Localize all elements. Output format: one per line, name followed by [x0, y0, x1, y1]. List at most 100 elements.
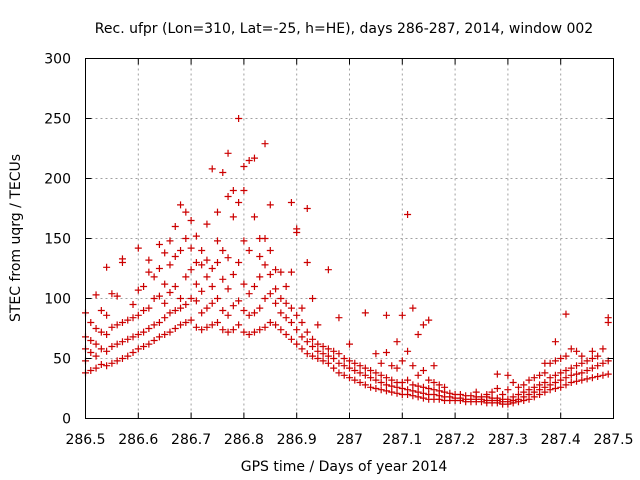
data-point — [256, 273, 264, 281]
data-point — [219, 169, 227, 176]
data-point — [208, 299, 216, 307]
axis-ticks — [85, 58, 614, 419]
data-point — [520, 388, 528, 396]
data-point — [182, 273, 190, 281]
data-point — [419, 367, 427, 374]
data-point — [240, 307, 248, 314]
data-point — [435, 387, 443, 395]
data-point — [155, 333, 163, 341]
data-point — [250, 154, 258, 162]
data-point — [404, 376, 412, 384]
y-axis-label: STEC from uqrg / TECUs — [8, 154, 24, 322]
data-point — [87, 319, 95, 326]
data-point — [235, 297, 243, 305]
data-point — [219, 307, 227, 314]
data-point — [377, 371, 385, 379]
data-point — [398, 357, 406, 365]
data-point — [419, 383, 427, 391]
data-point — [266, 319, 274, 326]
data-point — [367, 374, 375, 382]
data-point — [171, 325, 179, 332]
data-point — [356, 379, 364, 386]
x-tick-label: 287.2 — [435, 432, 475, 448]
data-point — [166, 237, 174, 245]
data-point — [324, 345, 332, 353]
data-point — [372, 350, 380, 358]
data-point — [530, 383, 538, 391]
data-point — [219, 247, 227, 254]
data-point — [509, 379, 517, 386]
data-point — [108, 343, 116, 350]
data-point — [425, 376, 433, 384]
data-point — [198, 287, 206, 295]
data-point — [161, 314, 169, 322]
data-point — [604, 370, 612, 378]
data-point — [525, 376, 533, 384]
data-point — [214, 319, 221, 326]
data-point — [346, 340, 353, 348]
data-point — [145, 268, 153, 276]
data-point — [256, 304, 264, 312]
data-point — [235, 259, 243, 266]
data-point — [324, 359, 332, 367]
x-tick-label: 286.6 — [118, 432, 158, 448]
data-point — [187, 316, 195, 324]
x-tick-label: 286.9 — [277, 432, 317, 448]
data-point — [187, 295, 195, 302]
data-point — [483, 391, 491, 398]
data-point — [594, 362, 602, 370]
data-point — [414, 371, 422, 379]
data-point — [182, 301, 190, 308]
data-point — [493, 385, 501, 392]
data-point — [145, 304, 153, 312]
chart-title: Rec. ufpr (Lon=310, Lat=-25, h=HE), days… — [95, 21, 593, 37]
data-point — [245, 157, 253, 164]
data-point — [467, 392, 475, 400]
data-point — [192, 232, 200, 240]
data-point — [293, 225, 301, 233]
data-point — [557, 376, 565, 384]
data-point — [583, 357, 591, 365]
data-point — [224, 285, 232, 293]
data-point — [129, 333, 137, 341]
data-point — [573, 362, 581, 370]
data-point — [303, 259, 311, 266]
data-point — [150, 295, 158, 302]
data-point — [557, 369, 565, 377]
data-point — [409, 362, 417, 370]
data-point — [161, 331, 169, 338]
data-point — [245, 331, 253, 338]
data-point — [113, 321, 121, 329]
data-point — [578, 359, 586, 367]
data-point — [272, 299, 280, 307]
data-point — [441, 383, 449, 391]
data-point — [261, 140, 269, 148]
data-point — [309, 335, 317, 343]
data-point — [546, 381, 554, 389]
data-point — [166, 309, 174, 317]
data-point — [382, 387, 390, 395]
data-point — [562, 381, 570, 389]
data-point — [330, 355, 338, 362]
data-point — [287, 199, 295, 206]
data-point — [155, 241, 163, 248]
data-point — [309, 295, 317, 302]
data-point — [567, 379, 575, 386]
data-point — [588, 374, 596, 382]
data-point — [203, 304, 211, 312]
x-tick-label: 286.7 — [171, 432, 211, 448]
data-point — [298, 304, 306, 312]
data-point — [530, 374, 538, 382]
data-point — [583, 375, 591, 383]
data-point — [108, 290, 116, 298]
data-point — [594, 373, 602, 380]
data-point — [340, 355, 348, 362]
data-point — [557, 383, 565, 391]
data-point — [367, 367, 375, 374]
data-point — [382, 381, 390, 389]
data-point — [314, 321, 322, 329]
data-point — [266, 271, 274, 278]
data-point — [314, 347, 322, 355]
data-point — [446, 389, 454, 397]
